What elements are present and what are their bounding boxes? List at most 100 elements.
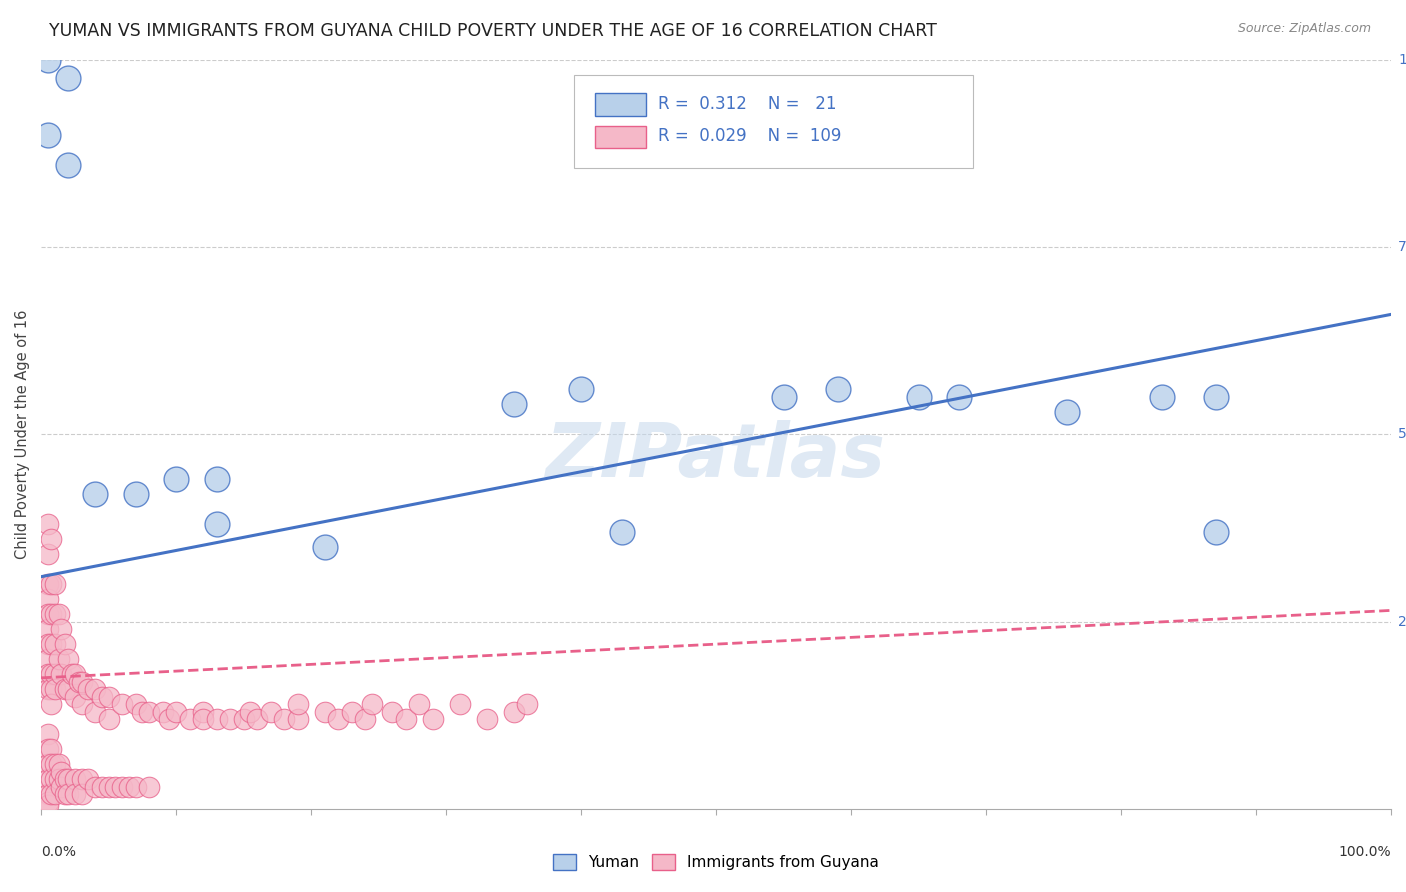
Point [37, 652, 59, 666]
Point [191, 712, 214, 726]
Point [77, 682, 100, 697]
Text: 75.0%: 75.0% [1398, 240, 1406, 254]
Point [138, 705, 160, 719]
Point [191, 705, 214, 719]
Point [39, 637, 62, 651]
Point [131, 705, 153, 719]
Point [39, 757, 62, 772]
Point [44, 682, 66, 697]
Text: 0.0%: 0.0% [41, 846, 76, 859]
Point [51, 667, 73, 681]
Point [907, 390, 929, 404]
Point [97, 780, 120, 794]
Point [51, 622, 73, 636]
Point [56, 71, 79, 86]
Y-axis label: Child Poverty Under the Age of 16: Child Poverty Under the Age of 16 [15, 310, 30, 559]
Point [246, 712, 269, 726]
Point [84, 487, 107, 501]
Point [39, 577, 62, 591]
Point [37, 53, 59, 67]
Point [84, 780, 107, 794]
Point [569, 382, 592, 396]
Point [340, 705, 363, 719]
Point [56, 787, 79, 801]
Point [1205, 390, 1227, 404]
Bar [595, 126, 645, 148]
Point [772, 390, 794, 404]
Text: Source: ZipAtlas.com: Source: ZipAtlas.com [1237, 22, 1371, 36]
Point [60, 667, 83, 681]
Text: R =  0.312    N =   21: R = 0.312 N = 21 [658, 95, 837, 112]
Point [37, 787, 59, 801]
Point [314, 540, 336, 554]
Point [502, 397, 524, 411]
Text: ZIPatlas: ZIPatlas [546, 420, 886, 493]
Point [44, 577, 66, 591]
Point [51, 780, 73, 794]
Point [37, 742, 59, 756]
Point [165, 705, 187, 719]
Point [37, 637, 59, 651]
Point [55, 787, 77, 801]
Point [232, 712, 254, 726]
Point [37, 517, 59, 532]
Point [37, 795, 59, 809]
Point [84, 705, 107, 719]
Point [39, 787, 62, 801]
Point [37, 577, 59, 591]
Point [219, 712, 242, 726]
Point [475, 712, 498, 726]
Point [104, 780, 127, 794]
Point [39, 742, 62, 756]
Point [37, 772, 59, 786]
Point [48, 652, 70, 666]
Point [314, 705, 336, 719]
Point [39, 682, 62, 697]
Point [63, 772, 86, 786]
Point [138, 780, 160, 794]
Point [44, 607, 66, 622]
Point [354, 712, 377, 726]
Point [37, 547, 59, 561]
Point [205, 472, 228, 486]
Point [37, 607, 59, 622]
Point [67, 674, 90, 689]
Point [56, 772, 79, 786]
Point [394, 712, 416, 726]
Point [56, 652, 79, 666]
Point [287, 712, 309, 726]
Point [326, 712, 349, 726]
Point [360, 697, 382, 711]
Point [259, 705, 281, 719]
Point [97, 712, 120, 726]
Text: YUMAN VS IMMIGRANTS FROM GUYANA CHILD POVERTY UNDER THE AGE OF 16 CORRELATION CH: YUMAN VS IMMIGRANTS FROM GUYANA CHILD PO… [49, 22, 936, 40]
Point [165, 472, 187, 486]
Point [39, 772, 62, 786]
Point [948, 390, 970, 404]
Point [39, 533, 62, 547]
Point [827, 382, 849, 396]
Point [37, 798, 59, 813]
Point [502, 705, 524, 719]
Text: 100.0%: 100.0% [1339, 846, 1391, 859]
Point [63, 667, 86, 681]
Point [55, 772, 77, 786]
Point [56, 157, 79, 171]
Point [70, 674, 93, 689]
Point [111, 697, 134, 711]
FancyBboxPatch shape [574, 75, 973, 169]
Point [77, 772, 100, 786]
Point [205, 712, 228, 726]
Point [44, 637, 66, 651]
Point [63, 690, 86, 704]
Point [70, 772, 93, 786]
Point [55, 682, 77, 697]
Point [1205, 524, 1227, 539]
Point [287, 697, 309, 711]
Point [152, 705, 174, 719]
Point [39, 667, 62, 681]
Point [48, 772, 70, 786]
Point [97, 690, 120, 704]
Point [449, 697, 471, 711]
Point [381, 705, 404, 719]
